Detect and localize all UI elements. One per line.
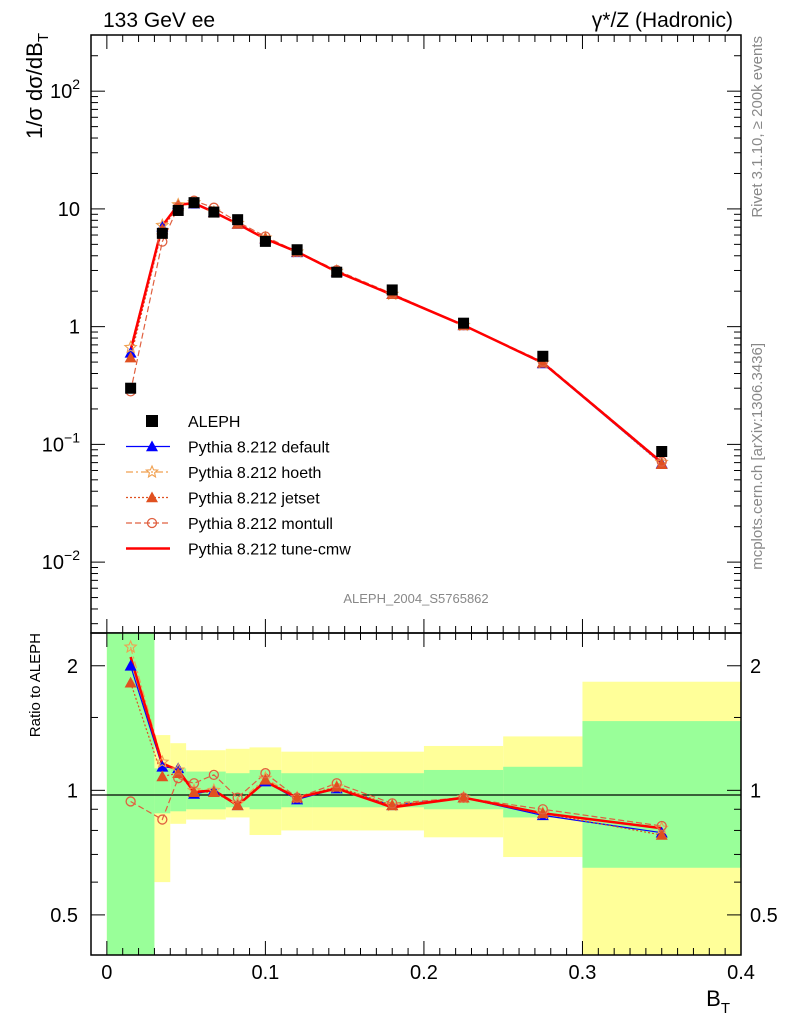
ratio-point-montull — [331, 778, 342, 789]
x-axis-label: BT — [706, 986, 730, 1017]
ratio-panel: 0.5 0.51 12 2 0 0.1 0.2 0.3 0.4 Ratio to ALEPH … — [27, 632, 778, 1017]
x-tick-label: 0.1 — [251, 962, 279, 984]
ratio-point-montull — [157, 814, 168, 825]
upper-y-tick-labels: 10−2 10−1 1 10 102 — [42, 76, 80, 574]
y-tick-label: 10 — [58, 199, 80, 221]
ratio-y-tick-label: 0.5 — [50, 905, 78, 927]
data-point — [386, 284, 398, 296]
data-point — [331, 266, 343, 278]
ratio-y-tick-labels: 0.5 0.5 1 1 2 2 — [50, 656, 778, 927]
series-point-jetset — [655, 458, 668, 470]
data-point — [172, 204, 184, 216]
header-left-title: 133 GeV ee — [103, 9, 215, 32]
legend-label-jetset: Pythia 8.212 jetset — [188, 491, 320, 508]
ratio-y-tick-label: 1 — [67, 780, 78, 802]
data-point — [537, 350, 549, 362]
ratio-series-markers — [123, 639, 669, 840]
ratio-y-tick-label-right: 1 — [750, 780, 761, 802]
rivet-version-label: Rivet 3.1.10, ≥ 200k events — [749, 36, 766, 218]
data-point — [232, 214, 244, 226]
x-tick-label: 0.2 — [410, 962, 438, 984]
ratio-point-montull — [173, 773, 184, 784]
y-tick-label: 1 — [69, 317, 80, 339]
upper-axis-ticks — [91, 34, 742, 633]
legend-label-hoeth: Pythia 8.212 hoeth — [188, 465, 321, 482]
legend-marker-jetset — [146, 491, 158, 503]
y-tick-label: 102 — [50, 76, 80, 103]
ratio-point-jetset — [536, 807, 549, 819]
ratio-axis-ticks — [91, 633, 742, 956]
ratio-point-jetset — [291, 791, 304, 803]
data-point — [458, 317, 470, 329]
ratio-point-montull — [537, 804, 548, 815]
uncertainty-bands — [106, 633, 741, 955]
ratio-point-jetset — [330, 780, 343, 792]
data-point — [208, 206, 220, 218]
series-point-jetset — [124, 351, 137, 363]
series-point-hoeth — [123, 339, 138, 354]
ratio-point-jetset — [457, 791, 470, 803]
data-point — [291, 244, 303, 256]
ratio-point-jetset — [259, 773, 272, 785]
ratio-point-jetset — [655, 828, 668, 840]
data-point — [125, 382, 137, 394]
ratio-point-jetset — [188, 786, 201, 797]
legend: ALEPH Pythia 8.212 default Pythia 8.212 ho… — [126, 414, 351, 559]
data-point — [188, 197, 200, 209]
y-tick-label: 10−2 — [42, 547, 80, 574]
upper-panel: 10−2 10−1 1 10 102 1/σ dσ/dBT ALEPH_2004_S57… — [22, 33, 742, 634]
legend-label-tune-cmw: Pythia 8.212 tune-cmw — [188, 542, 351, 559]
data-point — [156, 227, 168, 239]
ratio-point-montull — [188, 778, 200, 789]
x-tick-labels: 0 0.1 0.2 0.3 0.4 — [101, 962, 755, 984]
data-point — [259, 235, 271, 247]
ratio-point-jetset — [156, 770, 169, 782]
y-tick-label: 10−1 — [42, 429, 80, 456]
ratio-point-jetset — [124, 676, 137, 688]
ratio-point-montull — [260, 768, 271, 779]
analysis-id-label: ALEPH_2004_S5765862 — [343, 591, 488, 606]
ratio-y-tick-label-right: 0.5 — [750, 905, 778, 927]
ratio-point-hoeth — [123, 639, 138, 654]
ratio-point-montull — [387, 798, 398, 809]
ratio-point-jetset — [231, 799, 244, 811]
legend-label-default: Pythia 8.212 default — [188, 440, 330, 457]
legend-label-montull: Pythia 8.212 montull — [188, 516, 333, 533]
aleph-data-points — [125, 197, 668, 458]
ratio-point-default — [124, 659, 137, 671]
ratio-y-tick-label: 2 — [67, 656, 78, 678]
ratio-point-hoeth — [155, 754, 170, 769]
series-point-montull — [656, 456, 667, 467]
ratio-point-montull — [232, 792, 243, 803]
ratio-point-jetset — [207, 786, 220, 797]
ratio-point-default — [156, 760, 169, 772]
legend-marker-montull — [146, 517, 158, 529]
ratio-point-montull — [208, 769, 220, 780]
x-tick-label: 0.3 — [569, 962, 597, 984]
x-tick-label: 0.4 — [727, 962, 755, 984]
legend-marker-hoeth — [144, 464, 160, 479]
ratio-frame — [90, 632, 742, 956]
legend-marker-ALEPH — [146, 415, 158, 427]
ratio-y-tick-label-right: 2 — [750, 656, 761, 678]
y-axis-label: 1/σ dσ/dBT — [22, 33, 52, 139]
mcplots-label: mcplots.cern.ch [arXiv:1306.3436] — [749, 343, 766, 570]
legend-label-ALEPH: ALEPH — [188, 414, 240, 431]
x-tick-label: 0 — [101, 962, 112, 984]
header-right-title: γ*/Z (Hadronic) — [592, 9, 733, 32]
ratio-y-axis-label: Ratio to ALEPH — [27, 633, 44, 737]
ratio-point-montull — [291, 792, 303, 803]
ratio-point-montull — [125, 796, 136, 807]
ratio-point-montull — [458, 792, 469, 803]
legend-marker-default — [146, 440, 158, 452]
data-point — [656, 446, 668, 458]
ratio-point-montull — [656, 820, 667, 832]
